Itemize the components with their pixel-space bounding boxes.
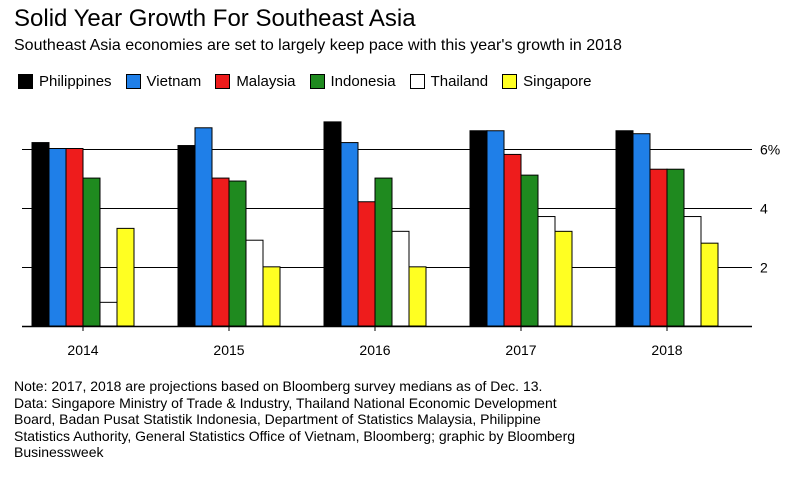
legend-item-philippines: Philippines xyxy=(18,73,112,90)
bar-singapore-2017 xyxy=(554,230,573,327)
legend-label: Indonesia xyxy=(330,72,396,90)
note-line: Board, Badan Pusat Statistik Indonesia, … xyxy=(14,411,541,427)
bar-malaysia-2017 xyxy=(503,153,522,327)
bar-indonesia-2016 xyxy=(374,177,393,327)
bar-vietnam-2014 xyxy=(48,148,67,327)
axis-layer: 2 4 6% 2014 2015 2016 2017 2018 xyxy=(22,142,780,358)
y-tick-label: 6% xyxy=(760,142,780,158)
chart-subtitle: Southeast Asia economies are set to larg… xyxy=(14,37,622,54)
bar-singapore-2014 xyxy=(116,227,135,327)
bar-thailand-2014 xyxy=(99,301,118,327)
bar-thailand-2017 xyxy=(537,216,556,327)
bar-vietnam-2016 xyxy=(340,142,359,327)
y-tick-label: 4 xyxy=(760,201,768,217)
x-tick-label: 2017 xyxy=(505,342,536,358)
bar-malaysia-2014 xyxy=(65,148,84,327)
bar-philippines-2016 xyxy=(323,121,342,327)
legend-label: Thailand xyxy=(430,72,489,90)
legend-label: Vietnam xyxy=(146,72,202,90)
legend-item-indonesia: Indonesia xyxy=(309,72,396,90)
x-tick-label: 2015 xyxy=(213,342,244,358)
note-line: Businessweek xyxy=(14,444,104,460)
bar-singapore-2018 xyxy=(700,242,719,327)
bar-vietnam-2015 xyxy=(194,127,213,327)
x-tick-label: 2016 xyxy=(359,342,390,358)
bar-malaysia-2018 xyxy=(649,168,668,327)
legend: Philippines Vietnam Malaysia Indonesia T… xyxy=(18,70,606,92)
legend-swatch xyxy=(409,73,425,89)
bar-thailand-2015 xyxy=(245,239,264,327)
legend-swatch xyxy=(125,73,141,89)
source-note: Note: 2017, 2018 are projections based o… xyxy=(14,378,784,461)
note-line: Statistics Authority, General Statistics… xyxy=(14,427,576,444)
legend-item-singapore: Singapore xyxy=(502,72,592,90)
x-tick-label: 2018 xyxy=(651,342,682,358)
bar-indonesia-2017 xyxy=(520,174,539,327)
bar-philippines-2017 xyxy=(469,130,488,327)
bar-indonesia-2014 xyxy=(82,177,101,327)
legend-swatch xyxy=(18,73,33,89)
legend-label: Philippines xyxy=(39,72,112,90)
bar-indonesia-2018 xyxy=(666,168,685,327)
legend-swatch xyxy=(502,73,518,89)
bar-philippines-2014 xyxy=(31,142,50,327)
legend-swatch xyxy=(309,73,325,89)
bar-philippines-2018 xyxy=(615,130,634,327)
bar-layer xyxy=(31,121,719,327)
bar-malaysia-2016 xyxy=(357,201,376,327)
note-line: Data: Singapore Ministry of Trade & Indu… xyxy=(14,394,557,411)
bar-philippines-2015 xyxy=(177,145,196,327)
chart-title: Solid Year Growth For Southeast Asia xyxy=(14,5,416,32)
y-tick-label: 2 xyxy=(760,260,768,276)
bar-singapore-2016 xyxy=(408,266,427,327)
bar-indonesia-2015 xyxy=(228,180,247,327)
legend-item-malaysia: Malaysia xyxy=(215,72,296,90)
bar-chart: 2 4 6% 2014 2015 2016 2017 2018 xyxy=(22,121,780,358)
legend-label: Malaysia xyxy=(236,72,296,90)
legend-label: Singapore xyxy=(523,72,592,90)
x-tick-label: 2014 xyxy=(67,342,98,358)
bar-malaysia-2015 xyxy=(211,177,230,327)
bar-thailand-2016 xyxy=(391,230,410,327)
legend-item-thailand: Thailand xyxy=(409,72,489,90)
bar-vietnam-2018 xyxy=(632,133,651,327)
legend-item-vietnam: Vietnam xyxy=(125,72,202,90)
bar-singapore-2015 xyxy=(262,266,281,327)
note-line: Note: 2017, 2018 are projections based o… xyxy=(14,378,543,394)
legend-swatch xyxy=(215,73,231,89)
bar-vietnam-2017 xyxy=(486,130,505,327)
bar-thailand-2018 xyxy=(683,216,702,327)
